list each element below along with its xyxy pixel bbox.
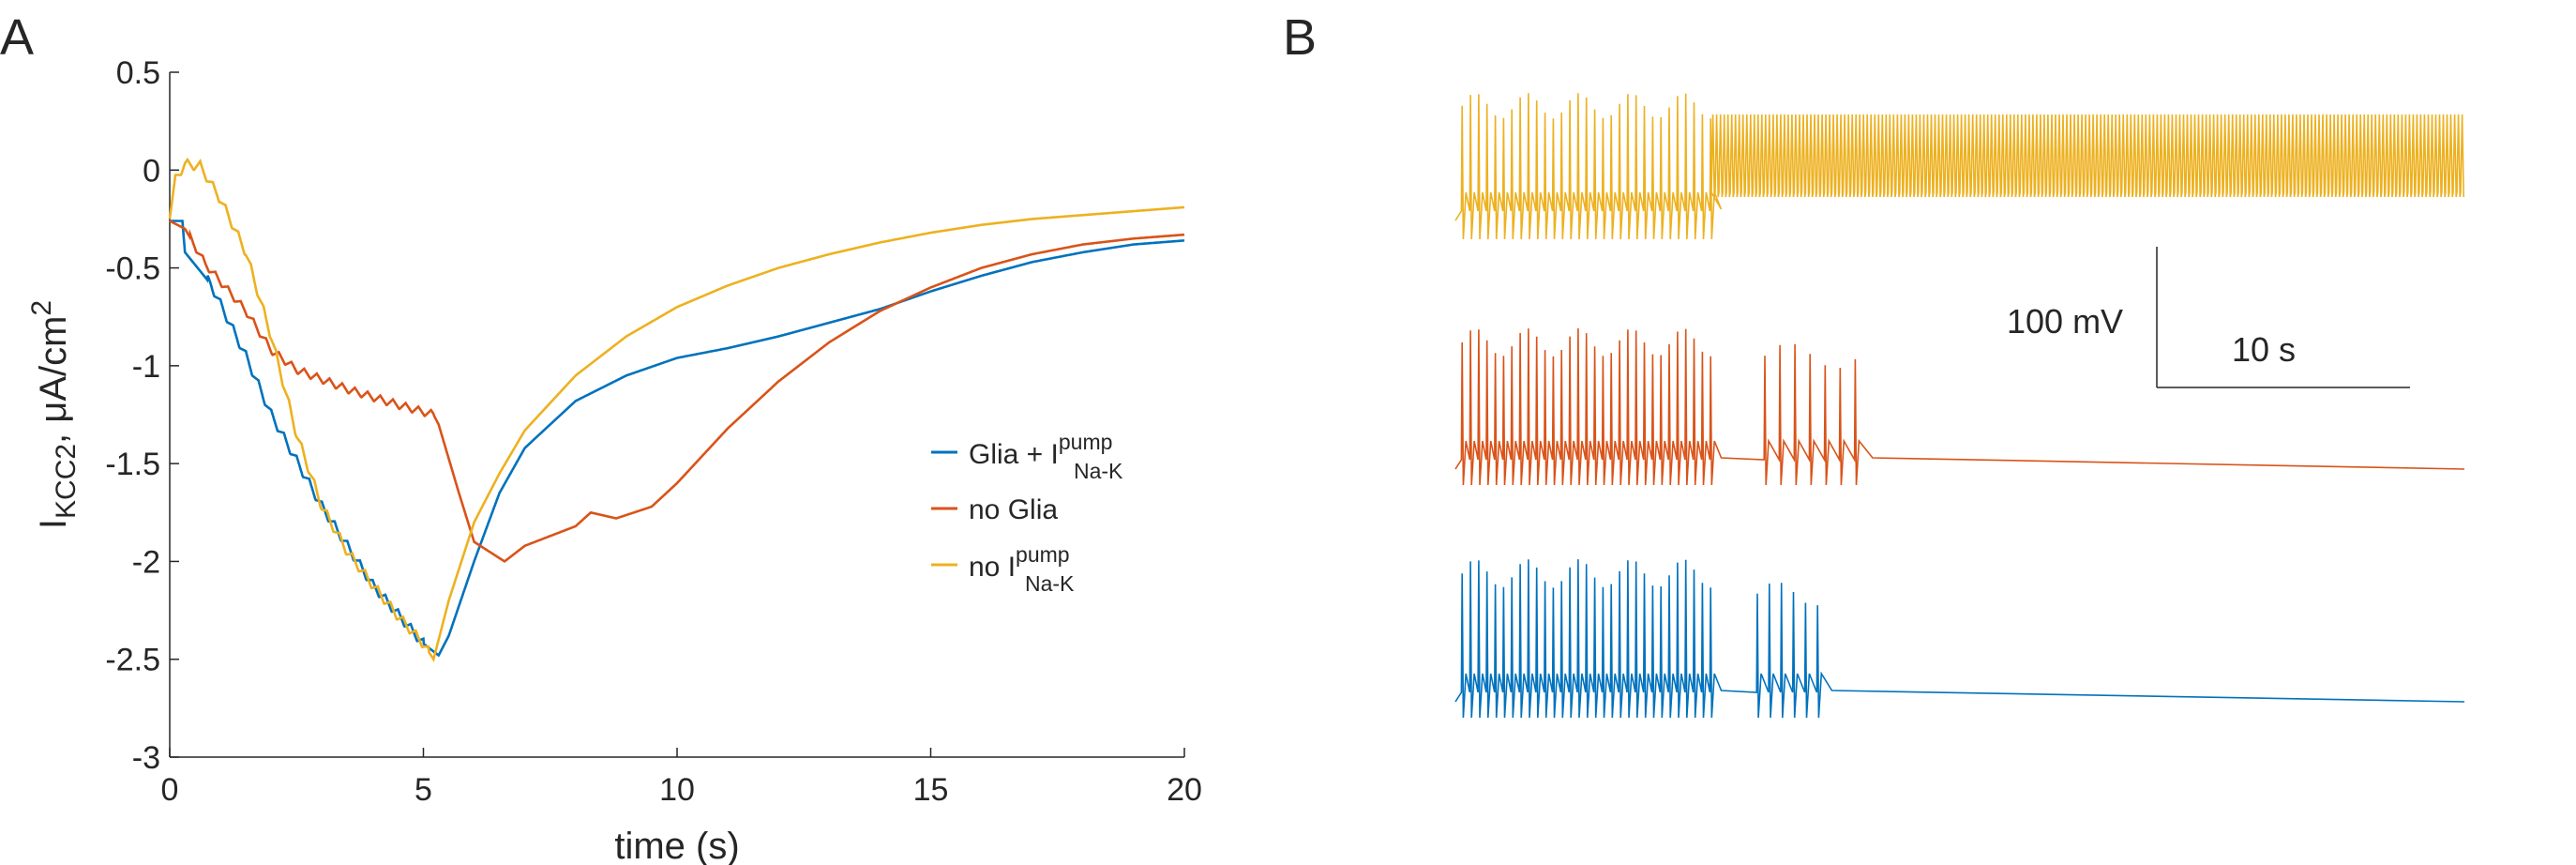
panel-a-series: [168, 157, 1185, 662]
x-tick-label: 0: [161, 772, 179, 808]
y-tick-label: 0.5: [116, 55, 160, 91]
scale-bar-time-label: 10 s: [2232, 330, 2296, 369]
legend: Glia + Ipump Na-K no Glia no Ipump Na-K: [931, 430, 1123, 596]
legend-label-yellow-main: no I: [969, 552, 1016, 583]
y-tick-label: -2: [132, 544, 160, 580]
panel-b-traces: [1454, 93, 2465, 719]
series-line-no-glia: [169, 220, 1185, 563]
legend-label-yellow-sub: Na-K: [1025, 571, 1075, 596]
panel-a-letter: A: [0, 9, 34, 66]
y-axis-label-sup: 2: [26, 300, 57, 316]
y-tick-label: -1: [132, 349, 160, 385]
legend-label-blue-main: Glia + I: [969, 439, 1059, 470]
y-tick-label: -1.5: [105, 447, 160, 482]
legend-label-yellow-sup: pump: [1016, 542, 1070, 567]
panel-a: A 0 5 10 15 20 0.5 0 -0.5 -1 -1.5 -2 -2.5 -3 time (s…: [0, 9, 1202, 865]
voltage-trace-glia-pump: [1454, 559, 2465, 719]
x-tick-label: 20: [1167, 772, 1202, 808]
series-line-no-pump: [168, 157, 1185, 662]
scale-bar-voltage-label: 100 mV: [2007, 302, 2123, 341]
y-axis-label-base: I: [33, 519, 74, 529]
legend-label-blue: Glia + Ipump: [969, 430, 1112, 470]
voltage-trace-no-glia: [1454, 327, 2465, 486]
x-axis-label: time (s): [614, 826, 739, 865]
legend-label-red: no Glia: [969, 494, 1058, 525]
y-tick-label: -2.5: [105, 643, 160, 678]
y-tick-label: -3: [132, 740, 160, 776]
panel-b: B 100 mV 10 s: [1283, 9, 2465, 719]
legend-label-blue-sub: Na-K: [1074, 459, 1123, 483]
legend-label-blue-sup: pump: [1059, 430, 1113, 454]
x-tick-label: 15: [913, 772, 949, 808]
y-tick-label: -0.5: [105, 251, 160, 287]
x-tick-label: 5: [414, 772, 432, 808]
voltage-trace-no-pump: [1454, 93, 2464, 240]
panel-a-ticks: 0 5 10 15 20 0.5 0 -0.5 -1 -1.5 -2 -2.5 -3: [105, 55, 1202, 808]
y-axis-label: IKCC2, μA/cm2: [26, 300, 82, 529]
y-axis-label-sub: KCC2: [51, 444, 82, 519]
panel-b-letter: B: [1283, 9, 1317, 66]
legend-label-yellow: no Ipump: [969, 542, 1070, 583]
y-tick-label: 0: [143, 153, 160, 189]
x-tick-label: 10: [659, 772, 695, 808]
y-axis-label-rest: , μA/cm: [33, 316, 74, 444]
